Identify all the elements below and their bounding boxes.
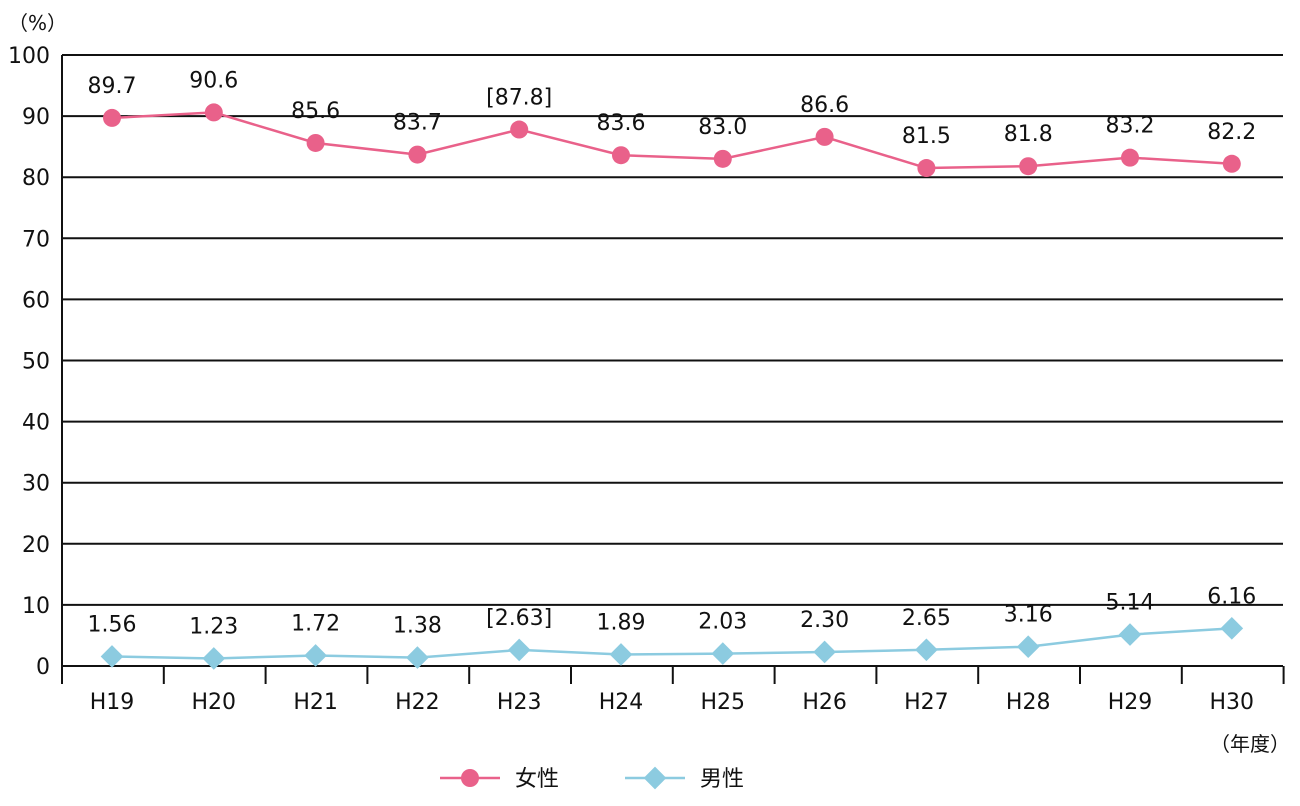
y-axis-ticks: 0 10 20 30 40 50 60 70 80 90 100 <box>8 44 50 680</box>
data-label: 6.16 <box>1207 584 1256 609</box>
x-tick-label: H21 <box>293 690 338 715</box>
y-tick-label: 40 <box>22 411 50 436</box>
y-tick-label: 10 <box>22 594 50 619</box>
data-point <box>1019 157 1038 176</box>
series-female: 89.7 90.6 85.6 83.7 [87.8] 83.6 83.0 86.6 81.5 81… <box>88 68 1256 178</box>
data-label: 2.65 <box>902 606 951 631</box>
data-point <box>304 644 327 667</box>
series-male: 1.56 1.23 1.72 1.38 [2.63] 1.89 2.03 2.30 2.65 3.… <box>88 584 1256 670</box>
data-point <box>1222 154 1241 173</box>
data-point <box>204 103 223 122</box>
series-line <box>111 627 1232 660</box>
y-tick-label: 90 <box>22 105 50 130</box>
data-point <box>815 127 834 146</box>
legend-marker <box>461 769 479 787</box>
x-axis: H19 H20 H21 H22 H23 H24 H25 H26 H27 H28 H29 H30 <box>61 55 1285 715</box>
data-label: [87.8] <box>486 86 552 111</box>
data-point <box>100 645 124 668</box>
data-point <box>713 149 732 168</box>
x-axis-unit-label: （年度） <box>1210 732 1290 756</box>
data-label: 83.0 <box>698 115 747 140</box>
x-tick-label: H29 <box>1108 690 1153 715</box>
data-label: 5.14 <box>1106 591 1155 616</box>
legend-marker <box>643 766 667 790</box>
data-label: 2.30 <box>800 608 849 633</box>
data-label: 1.56 <box>88 612 137 637</box>
data-label: 83.6 <box>597 111 646 136</box>
x-tick-label: H27 <box>904 690 949 715</box>
data-point <box>408 145 427 164</box>
data-point <box>1016 635 1040 659</box>
data-point <box>306 133 325 152</box>
data-label: 89.7 <box>88 74 137 99</box>
data-point <box>609 643 633 666</box>
data-label: 85.6 <box>291 99 340 124</box>
y-tick-label: 100 <box>8 44 50 69</box>
data-point <box>1118 623 1142 646</box>
data-point <box>406 646 429 669</box>
legend: 女性 男性 <box>440 766 744 792</box>
y-tick-label: 0 <box>36 655 50 680</box>
x-tick-label: H26 <box>802 690 847 715</box>
data-point <box>612 146 630 165</box>
data-point <box>1121 148 1139 167</box>
data-point <box>507 638 531 662</box>
x-tick-label: H19 <box>90 690 135 715</box>
gridlines <box>62 54 1283 606</box>
data-label: 81.8 <box>1004 122 1053 147</box>
data-point <box>1220 617 1244 640</box>
legend-label: 男性 <box>700 767 744 792</box>
y-tick-label: 60 <box>22 288 50 313</box>
legend-item: 男性 <box>625 766 744 792</box>
data-label: 83.2 <box>1106 114 1155 139</box>
y-tick-label: 50 <box>22 350 50 375</box>
data-label: 83.7 <box>393 111 442 136</box>
data-label: 86.6 <box>800 93 849 118</box>
data-label: 2.03 <box>698 610 747 635</box>
y-tick-label: 20 <box>22 533 50 558</box>
data-label: 1.23 <box>189 614 238 639</box>
x-tick-label: H24 <box>599 690 644 715</box>
x-tick-label: H30 <box>1210 690 1255 715</box>
y-tick-label: 30 <box>22 472 50 497</box>
data-label: [2.63] <box>486 606 552 631</box>
data-label: 90.6 <box>189 68 238 93</box>
legend-item: 女性 <box>440 767 559 792</box>
data-point <box>103 108 121 127</box>
y-axis-unit-label: （%） <box>8 11 67 35</box>
data-point <box>917 159 936 178</box>
data-label: 1.38 <box>393 614 442 639</box>
data-label: 81.5 <box>902 124 951 149</box>
data-label: 1.89 <box>597 610 646 635</box>
x-tick-label: H20 <box>192 690 237 715</box>
data-label: 3.16 <box>1004 603 1053 628</box>
legend-label: 女性 <box>515 767 559 792</box>
series-line <box>111 111 1232 170</box>
data-point <box>915 638 938 662</box>
y-tick-label: 70 <box>22 227 50 252</box>
data-label: 1.72 <box>291 611 340 636</box>
data-point <box>813 640 836 664</box>
x-tick-label: H25 <box>701 690 746 715</box>
x-tick-label: H22 <box>395 690 440 715</box>
series-layer: 89.7 90.6 85.6 83.7 [87.8] 83.6 83.0 86.6 81.5 81… <box>88 68 1256 670</box>
x-tick-label: H23 <box>497 690 542 715</box>
x-tick-label: H28 <box>1006 690 1051 715</box>
data-label: 82.2 <box>1207 120 1256 145</box>
data-point <box>711 642 735 665</box>
data-point <box>510 120 529 139</box>
y-tick-label: 80 <box>22 166 50 191</box>
